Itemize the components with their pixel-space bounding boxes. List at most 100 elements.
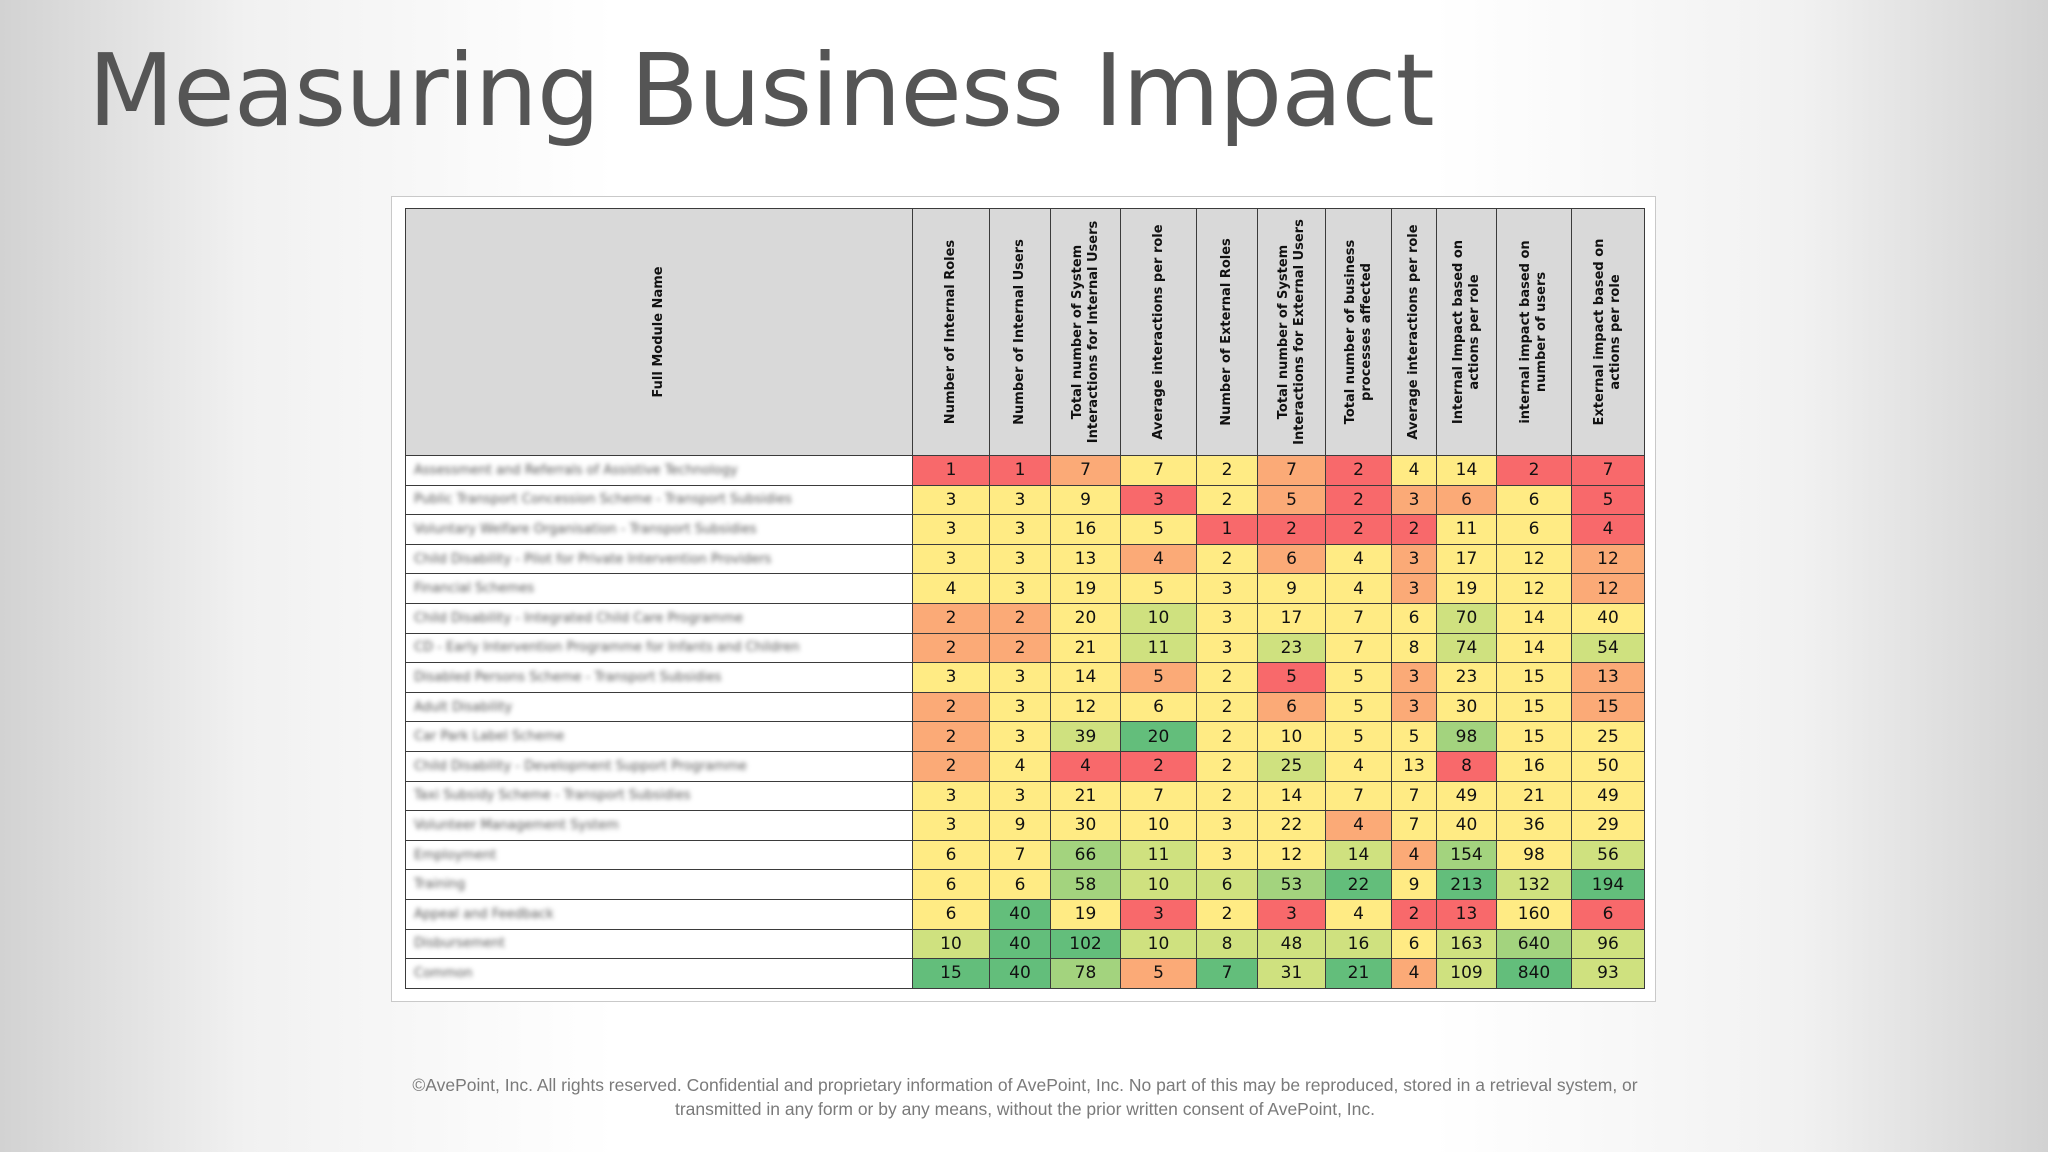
value-cell: 7 bbox=[1391, 810, 1437, 841]
table-row: Training 6 6 58 10 6 53 22 9 213 132 194 bbox=[405, 869, 1645, 900]
value-cell: 3 bbox=[912, 543, 990, 575]
value-cell: 2 bbox=[912, 721, 990, 752]
module-name-cell: Child Disability - Pilot for Private Int… bbox=[405, 543, 913, 575]
module-name: Employment bbox=[414, 847, 497, 863]
value-cell: 7 bbox=[1571, 455, 1645, 486]
value-cell: 1 bbox=[912, 455, 990, 486]
value-cell: 14 bbox=[1496, 602, 1572, 634]
column-header-label: Total number of System Interactions for … bbox=[1069, 220, 1101, 444]
value-cell: 16 bbox=[1050, 514, 1121, 545]
value-cell: 2 bbox=[1196, 662, 1258, 693]
value-cell: 4 bbox=[1325, 543, 1392, 575]
column-header-label: internal impact based on number of users bbox=[1518, 240, 1549, 424]
value-cell: 2 bbox=[1196, 721, 1258, 752]
value-cell: 7 bbox=[1196, 958, 1258, 989]
value-cell: 4 bbox=[989, 750, 1051, 782]
module-name-cell: Training bbox=[405, 869, 913, 900]
value-cell: 2 bbox=[1196, 543, 1258, 575]
value-cell: 5 bbox=[1325, 662, 1392, 693]
value-cell: 9 bbox=[989, 810, 1051, 841]
module-name: Adult Disability bbox=[414, 699, 513, 715]
value-cell: 4 bbox=[1325, 573, 1392, 604]
module-name-cell: Child Disability - Development Support P… bbox=[405, 750, 913, 782]
table-row: CD - Early Intervention Programme for In… bbox=[405, 632, 1645, 664]
value-cell: 12 bbox=[1571, 543, 1645, 575]
module-name-cell: Employment bbox=[405, 839, 913, 871]
value-cell: 4 bbox=[912, 573, 990, 604]
value-cell: 4 bbox=[1391, 455, 1437, 486]
value-cell: 3 bbox=[1391, 573, 1437, 604]
value-cell: 2 bbox=[1196, 750, 1258, 782]
module-name-cell: Public Transport Concession Scheme - Tra… bbox=[405, 484, 913, 516]
module-name: CD - Early Intervention Programme for In… bbox=[414, 640, 800, 656]
module-name: Volunteer Management System bbox=[414, 817, 619, 833]
value-cell: 2 bbox=[1196, 484, 1258, 516]
value-cell: 1 bbox=[989, 455, 1051, 486]
column-header: Number of Internal Roles bbox=[912, 208, 990, 456]
value-cell: 14 bbox=[1050, 662, 1121, 693]
value-cell: 3 bbox=[1257, 898, 1326, 930]
value-cell: 3 bbox=[989, 780, 1051, 812]
module-name-cell: Appeal and Feedback bbox=[405, 898, 913, 930]
value-cell: 16 bbox=[1325, 928, 1392, 960]
value-cell: 3 bbox=[912, 514, 990, 545]
value-cell: 6 bbox=[1120, 691, 1197, 723]
value-cell: 40 bbox=[989, 958, 1051, 989]
value-cell: 4 bbox=[1391, 958, 1437, 989]
value-cell: 154 bbox=[1436, 839, 1497, 871]
value-cell: 16 bbox=[1496, 750, 1572, 782]
value-cell: 3 bbox=[989, 573, 1051, 604]
value-cell: 3 bbox=[912, 662, 990, 693]
value-cell: 10 bbox=[1120, 602, 1197, 634]
value-cell: 3 bbox=[1391, 484, 1437, 516]
value-cell: 7 bbox=[1325, 632, 1392, 664]
table-row: Disabled Persons Scheme - Transport Subs… bbox=[405, 662, 1645, 693]
value-cell: 48 bbox=[1257, 928, 1326, 960]
value-cell: 7 bbox=[1050, 455, 1121, 486]
value-cell: 2 bbox=[912, 602, 990, 634]
value-cell: 5 bbox=[1120, 514, 1197, 545]
value-cell: 3 bbox=[912, 780, 990, 812]
value-cell: 15 bbox=[1496, 721, 1572, 752]
value-cell: 109 bbox=[1436, 958, 1497, 989]
value-cell: 56 bbox=[1571, 839, 1645, 871]
module-name-cell: Financial Schemes bbox=[405, 573, 913, 604]
value-cell: 6 bbox=[1436, 484, 1497, 516]
value-cell: 21 bbox=[1050, 780, 1121, 812]
column-header-label: Internal Impact based on actions per rol… bbox=[1450, 239, 1482, 425]
value-cell: 7 bbox=[1325, 780, 1392, 812]
value-cell: 6 bbox=[1391, 602, 1437, 634]
value-cell: 11 bbox=[1120, 839, 1197, 871]
value-cell: 12 bbox=[1496, 573, 1572, 604]
value-cell: 14 bbox=[1436, 455, 1497, 486]
header-full-module-name: Full Module Name bbox=[405, 208, 913, 456]
table-header-row: Full Module Name Number of Internal Roles… bbox=[405, 208, 1645, 456]
value-cell: 7 bbox=[1391, 780, 1437, 812]
value-cell: 20 bbox=[1120, 721, 1197, 752]
value-cell: 3 bbox=[989, 484, 1051, 516]
value-cell: 19 bbox=[1436, 573, 1497, 604]
value-cell: 2 bbox=[1325, 514, 1392, 545]
column-header: Number of External Roles bbox=[1196, 208, 1258, 456]
value-cell: 3 bbox=[1196, 573, 1258, 604]
value-cell: 66 bbox=[1050, 839, 1121, 871]
value-cell: 13 bbox=[1050, 543, 1121, 575]
value-cell: 25 bbox=[1257, 750, 1326, 782]
value-cell: 36 bbox=[1496, 810, 1572, 841]
module-name-cell: Adult Disability bbox=[405, 691, 913, 723]
value-cell: 213 bbox=[1436, 869, 1497, 900]
value-cell: 6 bbox=[1496, 484, 1572, 516]
value-cell: 6 bbox=[912, 869, 990, 900]
column-header-label: Full Module Name bbox=[651, 266, 666, 398]
value-cell: 74 bbox=[1436, 632, 1497, 664]
value-cell: 5 bbox=[1257, 662, 1326, 693]
value-cell: 13 bbox=[1436, 898, 1497, 930]
value-cell: 70 bbox=[1436, 602, 1497, 634]
value-cell: 3 bbox=[912, 810, 990, 841]
value-cell: 78 bbox=[1050, 958, 1121, 989]
value-cell: 7 bbox=[1120, 780, 1197, 812]
table-row: Voluntary Welfare Organisation - Transpo… bbox=[405, 514, 1645, 545]
value-cell: 30 bbox=[1436, 691, 1497, 723]
value-cell: 2 bbox=[1196, 691, 1258, 723]
value-cell: 2 bbox=[1325, 484, 1392, 516]
